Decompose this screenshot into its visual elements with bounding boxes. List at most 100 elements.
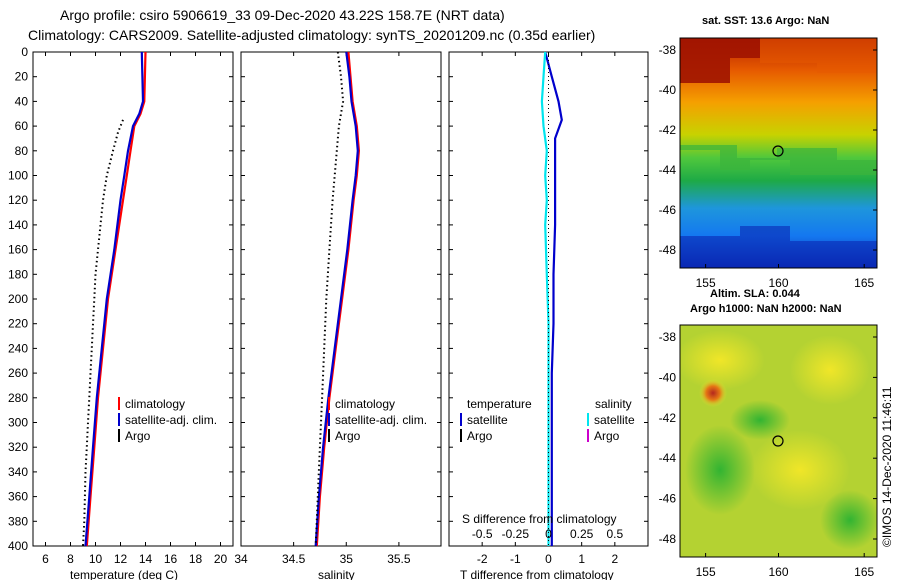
imos-credit: ©IMOS 14-Dec-2020 11:46:11 xyxy=(880,386,894,547)
sst-argo-location-marker xyxy=(772,145,784,157)
x-tick-label: 34 xyxy=(234,552,248,566)
map-lat-tick-label: -46 xyxy=(659,203,677,217)
x-tick-label: 18 xyxy=(189,552,203,566)
depth-tick-label: 240 xyxy=(8,341,28,355)
legend-label-t-argo: Argo xyxy=(467,429,493,443)
sst-map-title: sat. SST: 13.6 Argo: NaN xyxy=(702,15,829,27)
legend-label-satellite: satellite-adj. clim. xyxy=(125,413,217,427)
salinity-diff-tick-label: 0.5 xyxy=(606,527,623,541)
temperature-xlabel: temperature (deg C) xyxy=(70,568,178,580)
salinity-diff-tick-label: -0.25 xyxy=(502,527,530,541)
legend-label-argo: Argo xyxy=(335,429,361,443)
sla-map-title-line2: Argo h1000: NaN h2000: NaN xyxy=(690,303,842,315)
map-lon-tick-label: 155 xyxy=(696,276,716,290)
series-line-argo xyxy=(314,51,345,547)
depth-tick-label: 260 xyxy=(8,366,28,380)
depth-tick-label: 180 xyxy=(8,267,28,281)
sla-yellow-blob xyxy=(790,335,870,405)
sla-heatmap xyxy=(680,325,877,557)
map-lon-tick-label: 160 xyxy=(768,565,788,579)
map-lat-tick-label: -40 xyxy=(659,370,677,384)
depth-tick-label: 140 xyxy=(8,218,28,232)
salinity-legend: climatology satellite-adj. clim. Argo xyxy=(328,397,427,443)
depth-tick-label: 380 xyxy=(8,514,28,528)
map-lat-tick-label: -42 xyxy=(659,123,677,137)
legend-heading-temperature: temperature xyxy=(467,397,532,411)
map-lon-tick-label: 155 xyxy=(696,565,716,579)
salinity-diff-tick-label: 0.25 xyxy=(570,527,594,541)
salinity-diff-tick-label: -0.5 xyxy=(472,527,493,541)
depth-tick-label: 400 xyxy=(8,539,28,553)
depth-tick-label: 200 xyxy=(8,292,28,306)
legend-label-satellite: satellite-adj. clim. xyxy=(335,413,427,427)
depth-tick-label: 360 xyxy=(8,490,28,504)
depth-tick-label: 320 xyxy=(8,440,28,454)
sst-cold-patch xyxy=(680,226,877,268)
x-tick-label: 34.5 xyxy=(282,552,306,566)
legend-label-climatology: climatology xyxy=(335,397,395,411)
series-line-t-satellite xyxy=(544,51,563,546)
legend-label-climatology: climatology xyxy=(125,397,185,411)
depth-tick-label: 280 xyxy=(8,391,28,405)
sla-green-blob xyxy=(730,400,790,440)
x-tick-label: 35 xyxy=(340,552,354,566)
map-lon-tick-label: 165 xyxy=(854,565,874,579)
depth-tick-label: 160 xyxy=(8,243,28,257)
sst-orange-patch xyxy=(760,38,877,73)
depth-tick-label: 60 xyxy=(15,119,29,133)
x-tick-label: 0 xyxy=(545,552,552,566)
depth-tick-label: 120 xyxy=(8,193,28,207)
map-lon-tick-label: 165 xyxy=(854,276,874,290)
map-lat-tick-label: -38 xyxy=(659,330,677,344)
legend-label-argo: Argo xyxy=(125,429,151,443)
temperature-legend: climatology satellite-adj. clim. Argo xyxy=(118,397,217,443)
sst-map-axes: 155 160 165 -38 -40 -42 -44 -46 -48 xyxy=(659,43,877,290)
sla-argo-location-marker xyxy=(772,435,784,447)
map-lat-tick-label: -40 xyxy=(659,83,677,97)
difference-legend: temperature salinity satellite Argo sate… xyxy=(460,397,635,443)
depth-tick-label: 300 xyxy=(8,416,28,430)
x-tick-label: 10 xyxy=(89,552,103,566)
difference-chart: -2 -1 0 1 2 -0.5 -0.25 0 0.25 0.5 xyxy=(449,51,648,566)
x-tick-label: 14 xyxy=(139,552,153,566)
x-tick-label: 12 xyxy=(114,552,128,566)
map-lat-tick-label: -46 xyxy=(659,492,677,506)
figure-title-line1: Argo profile: csiro 5906619_33 09-Dec-20… xyxy=(60,7,505,23)
legend-label-s-argo: Argo xyxy=(594,429,620,443)
series-line-satellite-adj-clim- xyxy=(84,51,145,547)
salinity-diff-tick-label: 0 xyxy=(545,527,552,541)
map-lat-tick-label: -44 xyxy=(659,451,677,465)
x-tick-label: 2 xyxy=(611,552,618,566)
series-line-climatology xyxy=(315,51,361,547)
map-lat-tick-label: -42 xyxy=(659,411,677,425)
legend-label-s-satellite: satellite xyxy=(594,413,635,427)
series-line-satellite-adj-clim- xyxy=(314,51,359,547)
map-lon-tick-label: 160 xyxy=(768,276,788,290)
sla-yellow-blob xyxy=(750,430,850,510)
legend-label-t-satellite: satellite xyxy=(467,413,508,427)
salinity-xlabel: salinity xyxy=(318,568,355,580)
legend-heading-salinity: salinity xyxy=(595,397,632,411)
salinity-chart: 34 34.5 35 35.5 xyxy=(234,51,441,566)
x-tick-label: -2 xyxy=(477,552,488,566)
depth-tick-label: 20 xyxy=(15,70,29,84)
x-tick-label: 8 xyxy=(67,552,74,566)
depth-tick-label: 220 xyxy=(8,317,28,331)
x-tick-label: -1 xyxy=(510,552,521,566)
sla-green-blob xyxy=(820,490,877,550)
map-lat-tick-label: -44 xyxy=(659,163,677,177)
sla-map-title-line1: Altim. SLA: 0.044 xyxy=(710,288,801,300)
sst-warm-patch xyxy=(680,38,760,83)
depth-tick-label: 80 xyxy=(15,144,29,158)
series-line-s-satellite xyxy=(540,51,550,546)
map-lat-tick-label: -48 xyxy=(659,243,677,257)
x-tick-label: 1 xyxy=(578,552,585,566)
difference-top-label: S difference from climatology xyxy=(462,512,617,526)
depth-tick-label: 0 xyxy=(21,45,28,59)
sla-green-blob xyxy=(685,425,755,515)
sla-yellow-blob xyxy=(680,330,765,390)
depth-tick-label: 340 xyxy=(8,465,28,479)
sst-heatmap xyxy=(680,38,877,268)
x-tick-label: 6 xyxy=(42,552,49,566)
